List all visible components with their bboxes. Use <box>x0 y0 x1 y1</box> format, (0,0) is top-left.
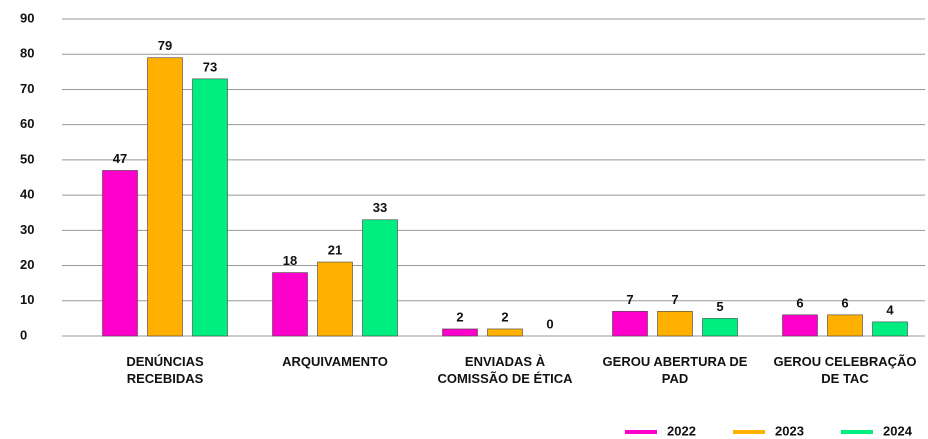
y-tick-label: 0 <box>20 327 27 342</box>
bar <box>872 321 908 337</box>
y-tick-label: 30 <box>20 222 34 237</box>
bar <box>147 57 183 337</box>
bar <box>272 272 308 337</box>
y-tick-label: 10 <box>20 292 34 307</box>
data-label: 2 <box>456 309 463 324</box>
x-tick-label: ARQUIVAMENTO <box>282 354 388 369</box>
bar <box>657 311 693 337</box>
bar <box>487 328 523 337</box>
bar <box>702 318 738 337</box>
y-tick-label: 80 <box>20 46 34 61</box>
data-label: 6 <box>841 295 848 310</box>
data-label: 21 <box>328 242 342 257</box>
legend-label: 2023 <box>775 423 804 438</box>
data-label: 7 <box>671 292 678 307</box>
x-tick-label: DENÚNCIAS RECEBIDAS <box>126 354 204 386</box>
bar <box>102 170 138 337</box>
data-label: 79 <box>158 38 172 53</box>
y-tick-label: 70 <box>20 81 34 96</box>
y-tick-label: 60 <box>20 116 34 131</box>
y-tick-label: 40 <box>20 187 34 202</box>
bar <box>362 219 398 337</box>
data-label: 47 <box>113 151 127 166</box>
y-tick-label: 90 <box>20 10 34 25</box>
data-label: 18 <box>283 253 297 268</box>
x-tick-label: GEROU ABERTURA DE PAD <box>602 354 748 386</box>
data-label: 33 <box>373 200 387 215</box>
legend-label: 2022 <box>667 423 696 438</box>
data-label: 73 <box>203 59 217 74</box>
bar <box>782 314 818 337</box>
bar <box>442 328 478 337</box>
bar <box>827 314 863 337</box>
data-label: 5 <box>716 299 723 314</box>
y-tick-label: 50 <box>20 151 34 166</box>
data-label: 4 <box>886 302 894 317</box>
data-label: 0 <box>546 316 553 331</box>
legend-label: 2024 <box>883 423 913 438</box>
bar <box>192 78 228 337</box>
bar <box>317 261 353 337</box>
data-label: 2 <box>501 309 508 324</box>
y-tick-label: 20 <box>20 257 34 272</box>
x-tick-label: GEROU CELEBRAÇÃO DE TAC <box>773 354 917 386</box>
bar <box>612 311 648 337</box>
data-label: 6 <box>796 295 803 310</box>
data-label: 7 <box>626 292 633 307</box>
x-tick-label: ENVIADAS À COMISSÃO DE ÉTICA <box>437 354 573 386</box>
